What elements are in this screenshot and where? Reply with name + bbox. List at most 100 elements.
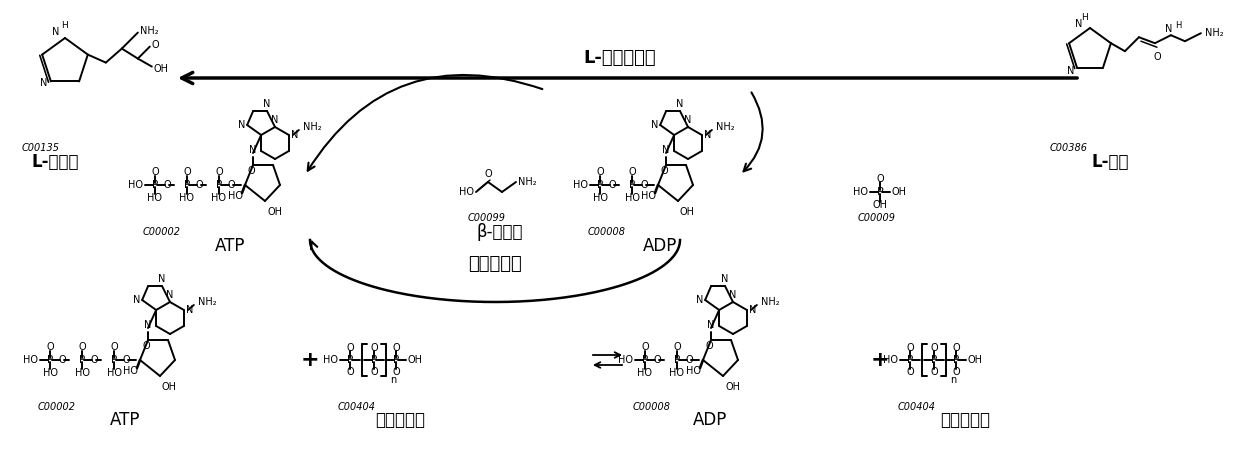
Text: O: O: [151, 167, 159, 177]
Text: NH₂: NH₂: [716, 122, 735, 132]
Text: P: P: [877, 187, 883, 197]
Text: N: N: [40, 79, 47, 88]
Text: O: O: [641, 180, 648, 190]
Text: O: O: [685, 355, 693, 365]
Text: HO: HO: [24, 355, 38, 365]
Text: HO: HO: [107, 368, 121, 378]
Text: N: N: [238, 120, 245, 130]
Text: HO: HO: [572, 180, 589, 190]
Text: O: O: [90, 355, 98, 365]
Text: O: O: [393, 343, 400, 353]
Text: NH₂: NH₂: [761, 297, 779, 307]
Text: N: N: [730, 290, 737, 300]
Text: OH: OH: [872, 200, 887, 210]
Text: O: O: [183, 167, 191, 177]
Text: N: N: [271, 115, 279, 125]
Text: HO: HO: [669, 368, 684, 378]
Text: O: O: [196, 180, 203, 190]
Text: H: H: [1082, 14, 1088, 22]
Text: ADP: ADP: [693, 411, 727, 429]
Text: C00002: C00002: [38, 402, 76, 412]
Text: O: O: [608, 180, 616, 190]
Text: P: P: [597, 180, 603, 190]
Text: N: N: [1165, 24, 1172, 34]
Text: N: N: [264, 99, 270, 109]
Text: HO: HO: [883, 355, 898, 365]
Text: O: O: [876, 174, 883, 184]
Text: N: N: [249, 145, 256, 155]
Text: N: N: [696, 295, 704, 305]
Text: O: O: [370, 367, 378, 377]
Text: O: O: [628, 167, 636, 177]
Text: HO: HO: [147, 193, 162, 203]
Text: O: O: [46, 342, 53, 352]
Text: NH₂: NH₂: [1204, 28, 1224, 38]
Text: O: O: [705, 341, 712, 351]
Text: OH: OH: [266, 207, 282, 217]
Text: N: N: [186, 305, 193, 315]
Text: HO: HO: [180, 193, 195, 203]
Text: O: O: [58, 355, 66, 365]
Text: 聚磷酸激酶: 聚磷酸激酶: [468, 255, 522, 273]
Text: N: N: [707, 320, 715, 330]
Text: N: N: [676, 99, 684, 109]
Text: P: P: [370, 355, 377, 365]
Text: P: P: [393, 355, 399, 365]
Text: P: P: [930, 355, 937, 365]
Text: OH: OH: [680, 207, 695, 217]
Text: ATP: ATP: [110, 411, 140, 429]
Text: O: O: [653, 355, 660, 365]
Text: O: O: [953, 367, 960, 377]
Text: P: P: [674, 355, 680, 365]
Text: ATP: ATP: [214, 237, 245, 255]
Text: N: N: [52, 27, 59, 37]
Text: N: N: [291, 130, 299, 140]
Text: P: P: [79, 355, 85, 365]
Text: N: N: [684, 115, 691, 125]
Text: OH: OH: [968, 355, 983, 365]
Text: P: P: [183, 180, 190, 190]
Text: P: P: [953, 355, 959, 365]
Text: O: O: [660, 166, 668, 176]
Text: HO: HO: [123, 366, 138, 376]
Text: O: O: [346, 343, 354, 353]
Text: 多聚磷酸盐: 多聚磷酸盐: [940, 411, 990, 429]
Text: ADP: ADP: [643, 237, 678, 255]
Text: NH₂: NH₂: [198, 297, 217, 307]
Text: O: O: [110, 342, 118, 352]
Text: N: N: [721, 274, 729, 284]
Text: O: O: [906, 343, 914, 353]
Text: P: P: [642, 355, 648, 365]
Text: +: +: [871, 350, 890, 370]
Text: HO: HO: [624, 193, 639, 203]
Text: P: P: [629, 180, 636, 190]
Text: HO: HO: [228, 191, 243, 201]
Text: HO: HO: [852, 187, 869, 197]
Text: HO: HO: [641, 191, 655, 201]
Text: O: O: [1154, 52, 1161, 62]
Text: O: O: [953, 343, 960, 353]
Text: N: N: [166, 290, 173, 300]
Text: O: O: [227, 180, 235, 190]
Text: O: O: [673, 342, 680, 352]
Text: O: O: [142, 341, 150, 351]
Text: C00008: C00008: [633, 402, 672, 412]
Text: N: N: [650, 120, 658, 130]
Text: O: O: [393, 367, 400, 377]
Text: O: O: [596, 167, 603, 177]
Text: HO: HO: [458, 187, 475, 197]
Text: HO: HO: [686, 366, 701, 376]
Text: N: N: [748, 305, 756, 315]
Text: N: N: [704, 130, 711, 140]
Text: P: P: [347, 355, 353, 365]
Text: O: O: [346, 367, 354, 377]
Text: NH₂: NH₂: [140, 26, 159, 36]
Text: HO: HO: [42, 368, 57, 378]
Text: HO: HO: [618, 355, 633, 365]
Text: +: +: [301, 350, 320, 370]
Text: OH: OH: [725, 382, 740, 392]
Text: HO: HO: [592, 193, 607, 203]
Text: P: P: [216, 180, 222, 190]
Text: L-组氨酸: L-组氨酸: [31, 153, 79, 171]
Text: N: N: [159, 274, 166, 284]
